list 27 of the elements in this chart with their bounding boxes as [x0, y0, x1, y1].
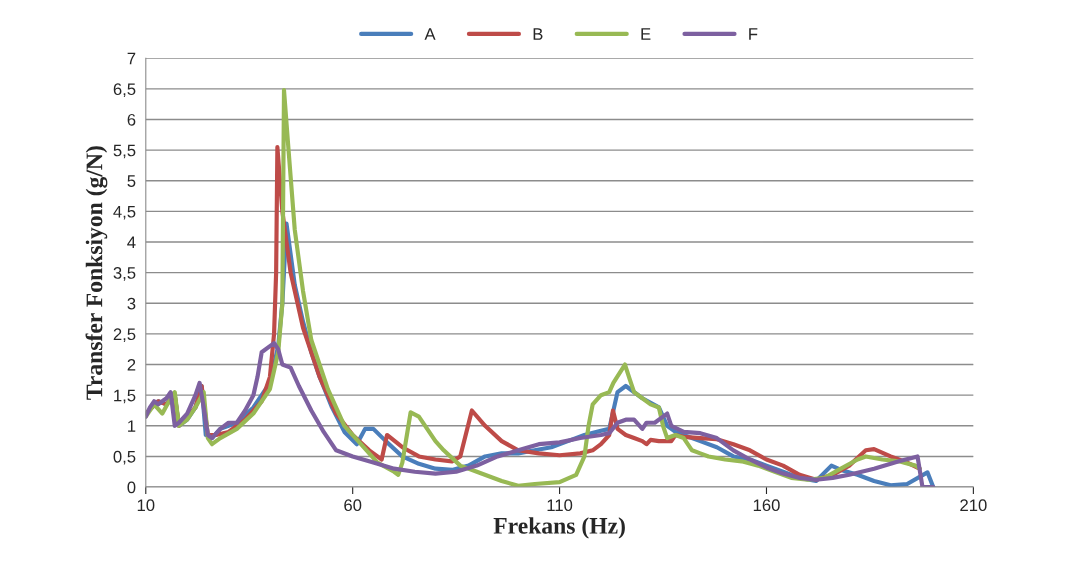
y-tick-label: 5,5: [113, 144, 136, 159]
legend-label: F: [749, 28, 758, 40]
y-tick-label: 2,5: [113, 328, 136, 343]
y-tick-label: 3: [127, 297, 136, 310]
y-tick-label: 3,5: [113, 267, 136, 281]
y-tick-label: 2: [127, 358, 136, 371]
y-tick-label: 5: [127, 175, 136, 187]
line-series: [145, 341, 936, 488]
y-tick-label: 4: [127, 236, 136, 249]
legend-label: A: [424, 28, 436, 40]
legend-label: B: [533, 28, 543, 40]
y-axis-title: Transfer Fonksiyon (g/N): [85, 146, 108, 400]
y-tick-label: 1: [128, 420, 136, 432]
x-tick-label: 10: [137, 499, 155, 512]
x-tick-label: 110: [547, 499, 573, 512]
x-tick-label: 60: [344, 499, 362, 512]
y-tick-label: 0,5: [113, 450, 136, 465]
x-tick-label: 160: [753, 499, 780, 512]
y-tick-label: 0: [127, 481, 136, 494]
x-axis-title: Frekans (Hz): [493, 517, 625, 539]
x-tick-label: 210: [960, 499, 987, 512]
y-tick-label: 6,5: [113, 83, 136, 98]
y-tick-label: 6: [127, 113, 136, 126]
legend-label: E: [641, 28, 651, 40]
y-tick-label: 1,5: [114, 389, 136, 404]
y-tick-label: 4,5: [113, 205, 136, 220]
y-tick-label: 7: [127, 52, 136, 65]
